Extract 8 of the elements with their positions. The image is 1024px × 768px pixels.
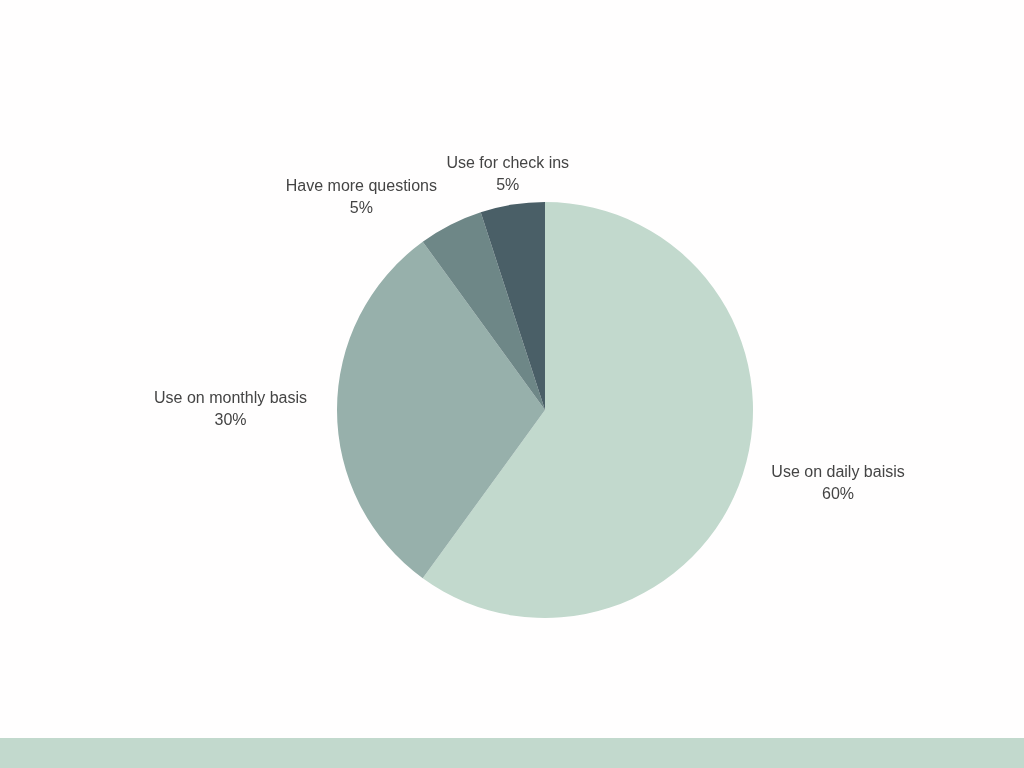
slice-label: Have more questions <box>285 177 437 195</box>
slice-label: Use on monthly basis <box>154 389 307 407</box>
data-label: 30% <box>214 411 247 429</box>
data-label: 60% <box>822 484 855 502</box>
data-label: 5% <box>349 199 373 217</box>
slice-label: Use for check ins <box>446 154 570 172</box>
data-label: 5% <box>496 176 520 194</box>
slice-label: Use on daily baisis <box>771 462 905 480</box>
